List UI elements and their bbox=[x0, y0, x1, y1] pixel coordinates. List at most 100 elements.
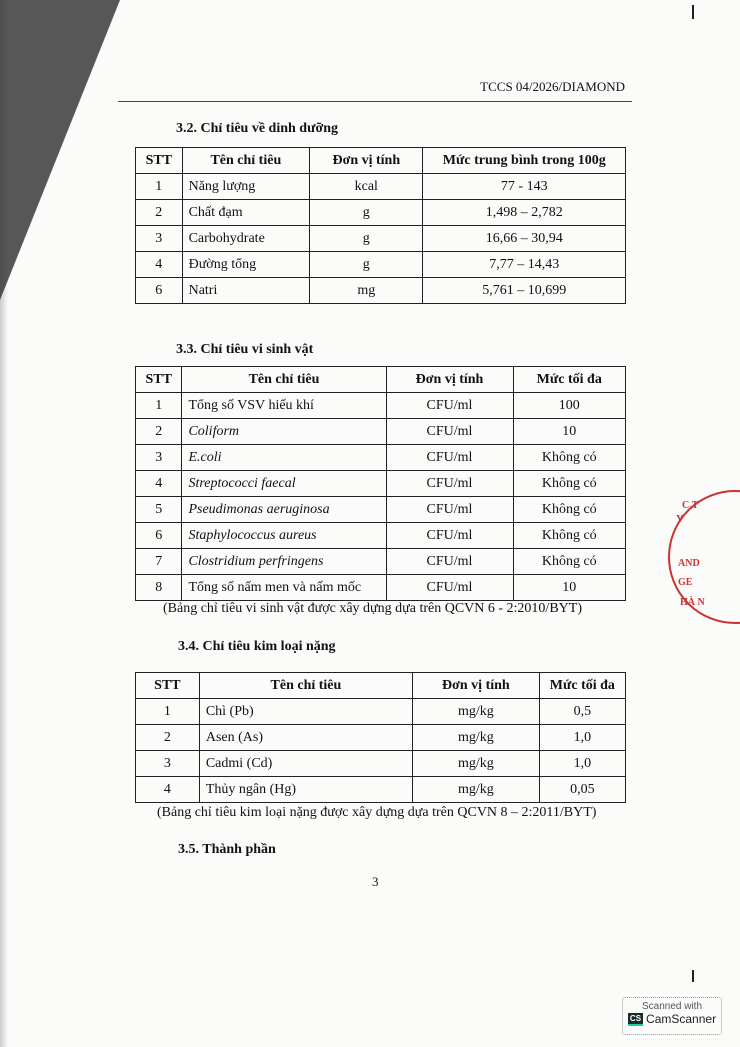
table-cell: Không có bbox=[512, 470, 626, 497]
nutrition-table: STT Tên chỉ tiêu Đơn vị tính Mức trung bình… bbox=[135, 147, 626, 304]
table-cell: CFU/ml bbox=[385, 574, 514, 601]
column-header: Tên chỉ tiêu bbox=[198, 672, 414, 699]
table-cell: CFU/ml bbox=[385, 392, 514, 419]
table-cell: 2 bbox=[134, 418, 183, 445]
table-cell: 16,66 – 30,94 bbox=[422, 225, 626, 252]
section-3-4-title: 3.4. Chỉ tiêu kim loại nặng bbox=[178, 639, 336, 654]
microbiology-caption: (Bảng chỉ tiêu vi sinh vật được xây dựng… bbox=[163, 601, 582, 616]
table-cell: 5 bbox=[134, 496, 183, 523]
table-cell: Tổng số VSV hiếu khí bbox=[181, 392, 387, 419]
table-cell: 6 bbox=[135, 277, 183, 304]
table-cell: 1,0 bbox=[538, 724, 627, 751]
table-cell: 10 bbox=[512, 418, 626, 445]
scan-mark bbox=[692, 970, 694, 982]
heavy-metal-table: STT Tên chỉ tiêu Đơn vị tính Mức tối đa 1 Chì… bbox=[135, 672, 627, 803]
table-header-row: STT Tên chỉ tiêu Đơn vị tính Mức tối đa bbox=[135, 672, 627, 699]
table-cell: Tổng số nấm men và nấm mốc bbox=[181, 574, 387, 601]
table-cell: Cadmi (Cd) bbox=[198, 750, 414, 777]
scan-mark bbox=[692, 5, 694, 19]
camscanner-watermark: Scanned with CS CamScanner bbox=[622, 997, 722, 1035]
table-cell: 5,761 – 10,699 bbox=[422, 277, 626, 304]
column-header: Mức tối đa bbox=[512, 366, 626, 393]
table-cell: g bbox=[309, 225, 424, 252]
table-cell: Thủy ngân (Hg) bbox=[198, 776, 414, 803]
table-header-row: STT Tên chỉ tiêu Đơn vị tính Mức trung bình… bbox=[135, 147, 626, 174]
table-cell: CFU/ml bbox=[385, 496, 514, 523]
table-row: 3 E.coli CFU/ml Không có bbox=[134, 444, 626, 471]
table-row: 2 Chất đạm g 1,498 – 2,782 bbox=[135, 199, 626, 226]
table-cell: 6 bbox=[134, 522, 183, 549]
table-cell: E.coli bbox=[181, 444, 387, 471]
table-cell: mg/kg bbox=[412, 698, 540, 725]
table-cell: 4 bbox=[135, 776, 200, 803]
company-stamp: Y C.T AND GE HÀ N bbox=[668, 490, 740, 624]
table-cell: Clostridium perfringens bbox=[181, 548, 387, 575]
watermark-line1: Scanned with bbox=[641, 1001, 703, 1012]
table-row: 8 Tổng số nấm men và nấm mốc CFU/ml 10 bbox=[134, 574, 626, 601]
table-cell: 7,77 – 14,43 bbox=[422, 251, 626, 278]
table-cell: 8 bbox=[134, 574, 183, 601]
table-cell: 1,498 – 2,782 bbox=[422, 199, 626, 226]
table-row: 6 Natri mg 5,761 – 10,699 bbox=[135, 277, 626, 304]
section-3-5-title: 3.5. Thành phần bbox=[178, 842, 276, 857]
table-cell: Coliform bbox=[181, 418, 387, 445]
table-cell: CFU/ml bbox=[385, 444, 514, 471]
table-row: 4 Thủy ngân (Hg) mg/kg 0,05 bbox=[135, 776, 627, 803]
table-cell: 3 bbox=[135, 750, 200, 777]
table-cell: 2 bbox=[135, 199, 183, 226]
column-header: STT bbox=[134, 366, 183, 393]
table-cell: Không có bbox=[512, 548, 626, 575]
column-header: Đơn vị tính bbox=[309, 147, 424, 174]
table-cell: Không có bbox=[512, 522, 626, 549]
table-row: 2 Coliform CFU/ml 10 bbox=[134, 418, 626, 445]
header-rule bbox=[118, 101, 632, 102]
table-cell: 1 bbox=[135, 173, 183, 200]
table-cell: mg bbox=[309, 277, 424, 304]
table-cell: mg/kg bbox=[412, 724, 540, 751]
table-cell: g bbox=[309, 199, 424, 226]
table-cell: kcal bbox=[309, 173, 424, 200]
table-cell: 77 - 143 bbox=[422, 173, 626, 200]
document-code: TCCS 04/2026/DIAMOND bbox=[480, 79, 625, 94]
table-cell: Natri bbox=[181, 277, 311, 304]
table-cell: Chất đạm bbox=[181, 199, 311, 226]
table-cell: Không có bbox=[512, 496, 626, 523]
table-cell: Chì (Pb) bbox=[198, 698, 414, 725]
watermark-line2: CamScanner bbox=[646, 1012, 717, 1026]
scan-edge-shadow bbox=[0, 0, 8, 1047]
table-cell: 1 bbox=[135, 698, 200, 725]
column-header: Đơn vị tính bbox=[385, 366, 514, 393]
table-cell: mg/kg bbox=[412, 776, 540, 803]
stamp-text: HÀ N bbox=[680, 597, 705, 608]
column-header: Tên chỉ tiêu bbox=[181, 147, 311, 174]
table-row: 4 Đường tổng g 7,77 – 14,43 bbox=[135, 251, 626, 278]
table-row: 3 Carbohydrate g 16,66 – 30,94 bbox=[135, 225, 626, 252]
heavy-metal-caption: (Bảng chỉ tiêu kim loại nặng được xây dự… bbox=[157, 805, 597, 820]
column-header: Mức tối đa bbox=[538, 672, 627, 699]
column-header: STT bbox=[135, 672, 200, 699]
stamp-text: GE bbox=[678, 577, 693, 588]
table-cell: Không có bbox=[512, 444, 626, 471]
table-cell: 3 bbox=[134, 444, 183, 471]
table-row: 1 Tổng số VSV hiếu khí CFU/ml 100 bbox=[134, 392, 626, 419]
column-header: STT bbox=[135, 147, 183, 174]
table-cell: 100 bbox=[512, 392, 626, 419]
table-cell: 1 bbox=[134, 392, 183, 419]
table-cell: Streptococci faecal bbox=[181, 470, 387, 497]
stamp-text: Y bbox=[676, 514, 684, 525]
table-row: 5 Pseudimonas aeruginosa CFU/ml Không có bbox=[134, 496, 626, 523]
table-cell: g bbox=[309, 251, 424, 278]
stamp-text: AND bbox=[678, 558, 700, 569]
table-cell: CFU/ml bbox=[385, 418, 514, 445]
table-cell: Pseudimonas aeruginosa bbox=[181, 496, 387, 523]
table-cell: 4 bbox=[135, 251, 183, 278]
table-cell: 7 bbox=[134, 548, 183, 575]
table-cell: CFU/ml bbox=[385, 470, 514, 497]
table-cell: Asen (As) bbox=[198, 724, 414, 751]
table-cell: CFU/ml bbox=[385, 522, 514, 549]
table-cell: 0,05 bbox=[538, 776, 627, 803]
table-row: 1 Năng lượng kcal 77 - 143 bbox=[135, 173, 626, 200]
table-cell: 3 bbox=[135, 225, 183, 252]
page-number: 3 bbox=[372, 874, 379, 889]
